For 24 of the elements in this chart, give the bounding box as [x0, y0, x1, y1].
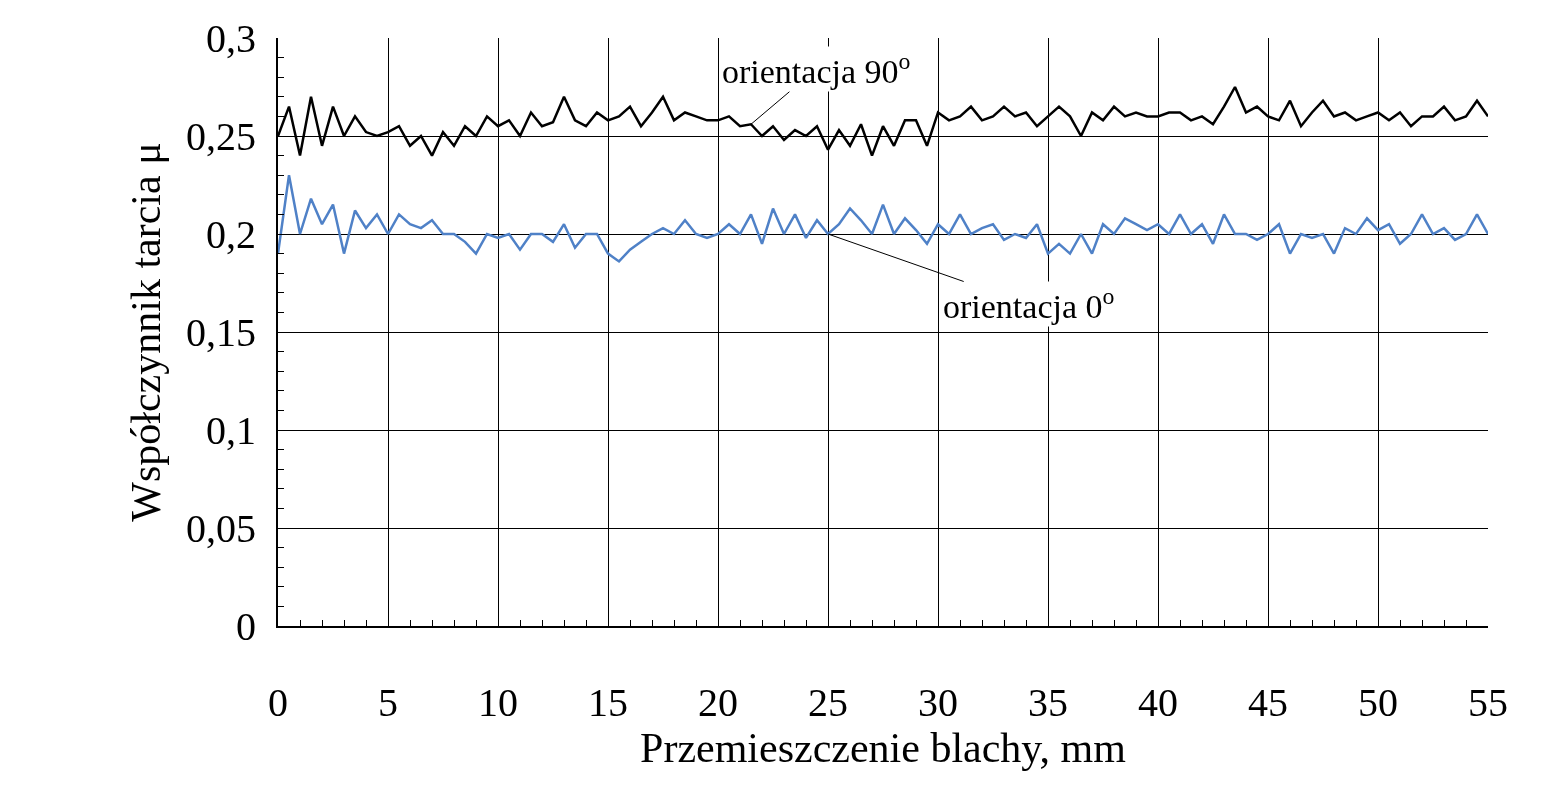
y-tick-label: 0,05 [186, 506, 256, 551]
x-tick-label: 40 [1138, 680, 1178, 725]
x-tick-label: 45 [1248, 680, 1288, 725]
y-axis-title: Współczynnik tarcia μ [123, 142, 170, 522]
x-tick-label: 50 [1358, 680, 1398, 725]
y-tick-label: 0,2 [206, 212, 256, 257]
y-tick-label: 0,25 [186, 114, 256, 159]
x-tick-label: 30 [918, 680, 958, 725]
x-tick-label: 15 [588, 680, 628, 725]
x-tick-label: 0 [268, 680, 288, 725]
x-axis-title: Przemieszczenie blachy, mm [640, 725, 1127, 771]
x-tick-label: 25 [808, 680, 848, 725]
annotation: orientacja 90$^{o}$ [722, 48, 911, 91]
x-tick-label: 20 [698, 680, 738, 725]
y-tick-label: 0,3 [206, 16, 256, 61]
x-tick-label: 35 [1028, 680, 1068, 725]
line-series [278, 173, 1488, 263]
y-tick-label: 0 [236, 604, 256, 649]
annotation: orientacja 0$^{o}$ [943, 283, 1115, 326]
y-tick-label: 0,15 [186, 310, 256, 355]
y-tick-label: 0,1 [206, 408, 256, 453]
x-tick-label: 55 [1468, 680, 1508, 725]
x-tick-label: 5 [378, 680, 398, 725]
x-tick-label: 10 [478, 680, 518, 725]
